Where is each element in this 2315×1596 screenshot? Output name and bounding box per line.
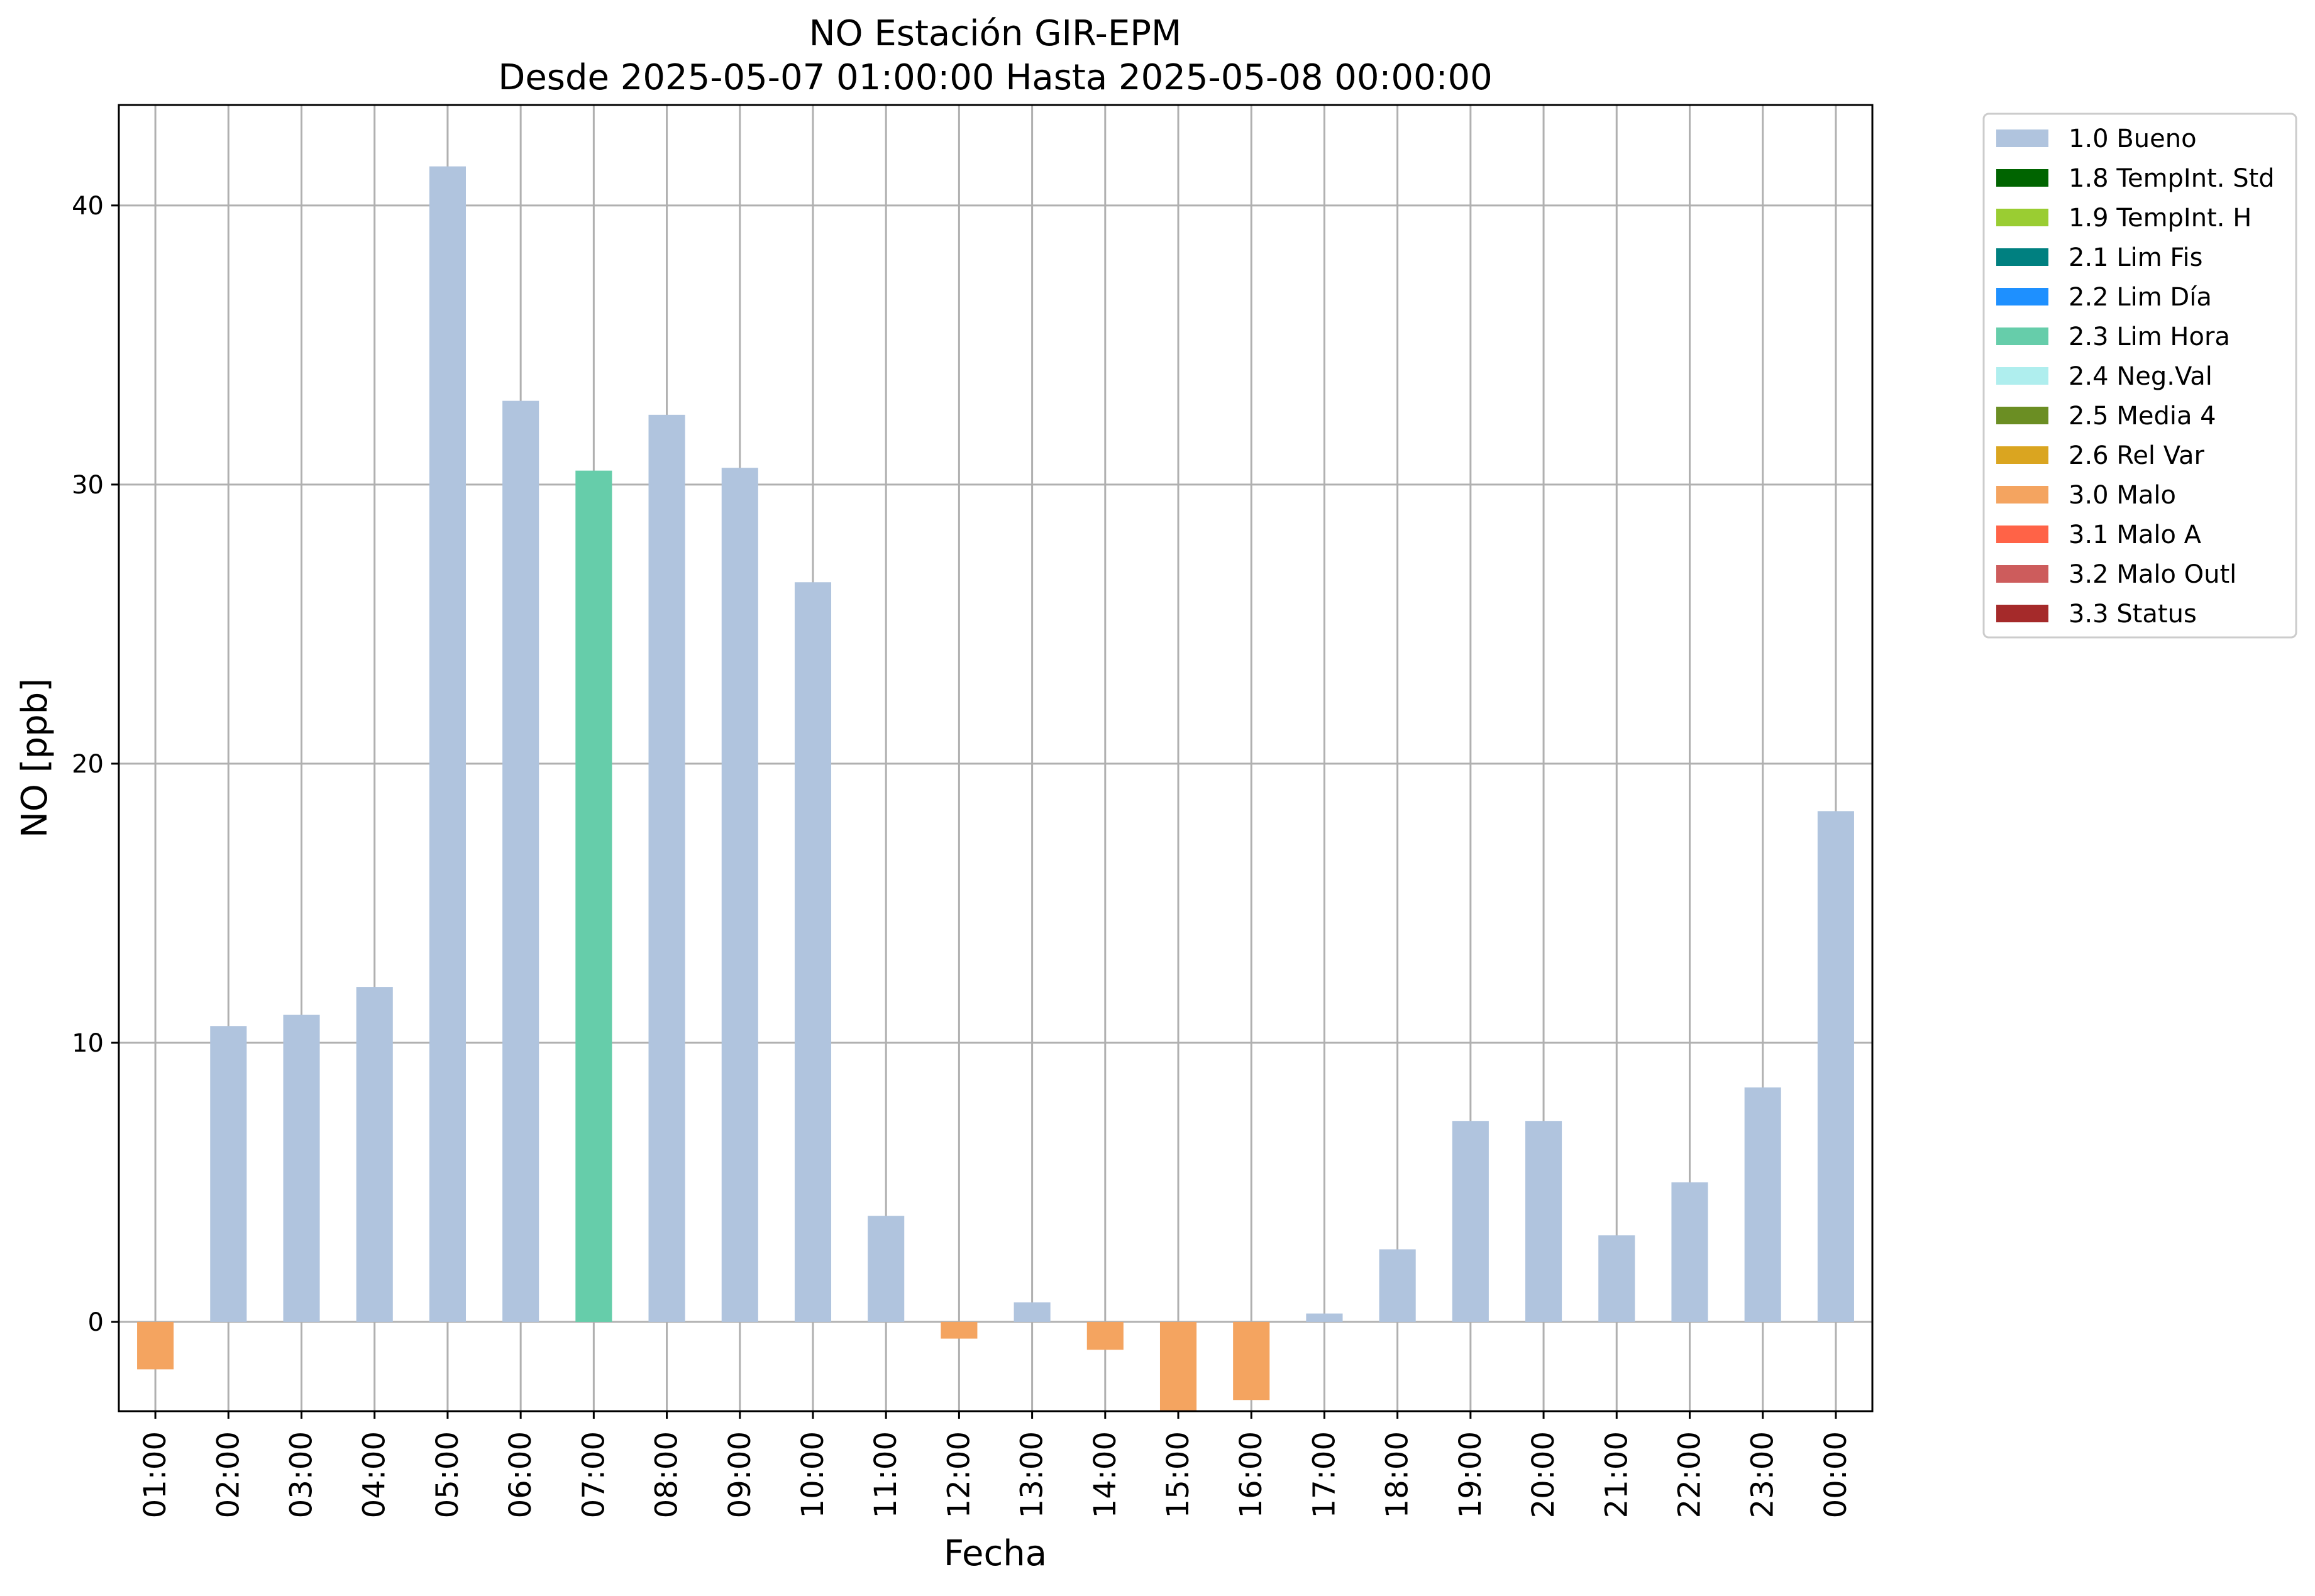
x-tick-label: 23:00	[1745, 1431, 1781, 1518]
x-tick-label: 10:00	[795, 1431, 831, 1518]
bar-0800	[648, 414, 685, 1322]
bar-1900	[1452, 1121, 1489, 1322]
legend-swatch	[1996, 129, 2048, 147]
y-axis-label: NO [ppb]	[14, 678, 55, 838]
x-tick-label: 06:00	[503, 1431, 538, 1518]
bar-0500	[429, 166, 466, 1322]
bar-0200	[210, 1026, 247, 1322]
legend-frame	[1982, 113, 2297, 639]
x-tick-label: 05:00	[430, 1431, 465, 1518]
legend-label: 1.9 TempInt. H	[2069, 204, 2251, 233]
x-tick-label: 02:00	[211, 1431, 246, 1518]
legend-label: 2.6 Rel Var	[2069, 441, 2205, 470]
x-tick-label: 01:00	[138, 1431, 173, 1518]
x-tick-label: 19:00	[1453, 1431, 1488, 1518]
bar-0300	[283, 1015, 320, 1322]
legend-label: 1.0 Bueno	[2069, 124, 2197, 153]
legend-swatch	[1996, 248, 2048, 266]
bar-2100	[1598, 1235, 1635, 1322]
bar-1300	[1014, 1302, 1051, 1322]
legend-swatch	[1996, 407, 2048, 424]
legend-swatch	[1996, 327, 2048, 345]
legend-label: 3.3 Status	[2069, 600, 2197, 629]
legend-label: 2.5 Media 4	[2069, 402, 2216, 431]
legend-swatch	[1996, 605, 2048, 622]
x-tick-label: 12:00	[941, 1431, 976, 1518]
y-tick-label: 10	[72, 1029, 104, 1058]
legend-label: 3.0 Malo	[2069, 481, 2176, 510]
bar-0400	[356, 987, 393, 1322]
legend-label: 1.8 TempInt. Std	[2069, 164, 2275, 193]
x-tick-label: 08:00	[649, 1431, 685, 1518]
x-tick-label: 17:00	[1307, 1431, 1342, 1518]
y-tick-label: 20	[72, 750, 104, 779]
chart-title: NO Estación GIR-EPM	[809, 13, 1182, 54]
chart-subtitle: Desde 2025-05-07 01:00:00 Hasta 2025-05-…	[498, 57, 1493, 98]
plot-frame	[118, 104, 1874, 1412]
x-tick-label: 03:00	[284, 1431, 319, 1518]
bar-0100	[137, 1321, 174, 1370]
legend: 1.0 Bueno 1.8 TempInt. Std 1.9 TempInt. H 2…	[1982, 113, 2297, 639]
x-tick-label: 22:00	[1672, 1431, 1707, 1518]
bar-1200	[941, 1321, 978, 1339]
y-tick-label: 40	[72, 192, 104, 221]
bars-layer	[137, 166, 1854, 1411]
legend-label: 2.3 Lim Hora	[2069, 322, 2230, 351]
x-axis-label: Fecha	[944, 1533, 1047, 1574]
legend-label: 2.2 Lim Día	[2069, 283, 2212, 312]
bar-0000	[1817, 811, 1854, 1322]
x-tick-label: 13:00	[1015, 1431, 1050, 1518]
legend-swatch	[1996, 367, 2048, 385]
x-tick-label: 11:00	[868, 1431, 903, 1518]
legend-swatch	[1996, 565, 2048, 583]
bar-0700	[575, 470, 612, 1322]
legend-label: 3.1 Malo A	[2069, 520, 2202, 549]
x-tick-label: 18:00	[1380, 1431, 1415, 1518]
bar-1000	[794, 582, 832, 1322]
x-tick-label: 20:00	[1526, 1431, 1561, 1518]
ticks-layer: 0 10 20 30 40 01:00 02:00 03:00 04:00 05:00 06:00 0…	[72, 192, 1854, 1518]
bar-1700	[1306, 1313, 1343, 1322]
x-tick-label: 16:00	[1234, 1431, 1269, 1518]
bar-0600	[502, 400, 539, 1322]
legend-swatch	[1996, 446, 2048, 464]
bar-1600	[1233, 1321, 1270, 1401]
legend-swatch	[1996, 486, 2048, 504]
legend-label: 3.2 Malo Outl	[2069, 560, 2236, 589]
legend-label: 2.4 Neg.Val	[2069, 362, 2213, 391]
legend-swatch	[1996, 526, 2048, 543]
x-tick-label: 07:00	[576, 1431, 611, 1518]
bar-1500	[1159, 1321, 1197, 1411]
x-tick-label: 04:00	[357, 1431, 392, 1518]
x-tick-label: 21:00	[1599, 1431, 1634, 1518]
bar-2000	[1525, 1121, 1562, 1322]
x-tick-label: 09:00	[722, 1431, 758, 1518]
legend-label: 2.1 Lim Fis	[2069, 243, 2202, 272]
bar-2200	[1671, 1182, 1708, 1322]
y-tick-label: 30	[72, 471, 104, 500]
bar-1800	[1379, 1249, 1416, 1322]
bar-0900	[721, 468, 758, 1322]
x-tick-label: 14:00	[1088, 1431, 1123, 1518]
bar-2300	[1744, 1087, 1781, 1322]
y-tick-label: 0	[88, 1308, 104, 1337]
x-tick-label: 15:00	[1161, 1431, 1196, 1518]
legend-swatch	[1996, 209, 2048, 226]
x-tick-label: 00:00	[1818, 1431, 1854, 1518]
legend-swatch	[1996, 288, 2048, 305]
legend-swatch	[1996, 169, 2048, 187]
bar-1400	[1086, 1321, 1124, 1350]
bar-1100	[868, 1216, 905, 1322]
